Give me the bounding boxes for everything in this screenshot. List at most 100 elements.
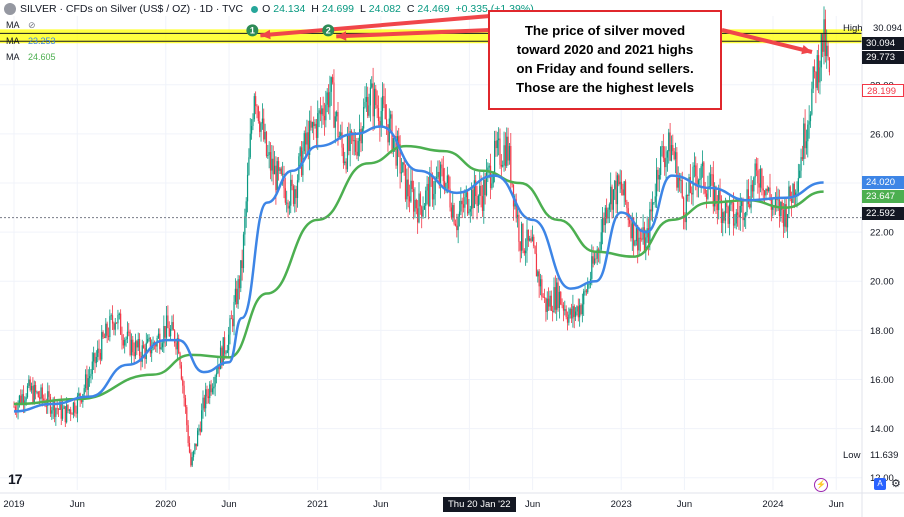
candle-body [711, 174, 713, 176]
candle-body [260, 123, 262, 132]
close-value: 24.469 [417, 3, 450, 15]
candle-body [427, 183, 430, 207]
callout-arrows [260, 14, 813, 55]
candle-body [426, 183, 428, 191]
candle-body [408, 196, 411, 202]
candle-body [700, 166, 702, 180]
candle-body [337, 111, 339, 137]
candle-body [716, 204, 718, 211]
candle-body [816, 55, 818, 88]
candle-body [105, 323, 107, 338]
candle-body [557, 282, 559, 309]
candle-body [604, 207, 606, 226]
candle-body [507, 136, 509, 161]
candle-body [129, 331, 131, 356]
candle-body [121, 334, 123, 341]
candle-body [124, 339, 126, 346]
x-tick-label: Jun [70, 499, 85, 510]
candle-body [122, 340, 124, 346]
candle-body [488, 165, 490, 168]
candle-body [404, 164, 407, 200]
candle-body [761, 168, 763, 189]
candle-body [537, 271, 539, 277]
candle-body [278, 161, 280, 171]
candle-body [111, 315, 114, 324]
candle-body [290, 179, 292, 206]
candle-body [110, 315, 112, 317]
candle-body [37, 391, 39, 398]
candle-body [738, 214, 740, 218]
candle-body [175, 343, 177, 350]
candle-body [284, 188, 286, 203]
candle-body [114, 322, 116, 330]
candle-body [410, 180, 412, 202]
candle-body [411, 180, 413, 190]
gear-icon[interactable]: ⚙ [891, 478, 901, 490]
candle-body [762, 188, 764, 191]
candle-body [89, 376, 91, 379]
candle-body [749, 204, 751, 208]
candle-body [197, 430, 199, 447]
symbol-title[interactable]: SILVER · CFDs on Silver (US$ / OZ) · 1D … [20, 3, 244, 15]
candle-body [245, 201, 247, 217]
candle-body [17, 402, 19, 413]
candle-body [350, 131, 353, 133]
candle-body [261, 118, 263, 124]
candle-body [454, 223, 457, 226]
auto-scale-button[interactable]: A [874, 478, 886, 490]
x-tick-label: Jun [677, 499, 692, 510]
candle-body [759, 168, 762, 188]
candle-body [676, 152, 678, 188]
candle-body [407, 179, 409, 197]
candle-body [758, 183, 760, 188]
candle-body [581, 304, 583, 315]
candle-body [651, 202, 654, 212]
candle-body [561, 304, 563, 306]
candle-body [414, 199, 416, 212]
candle-body [445, 182, 447, 191]
candle-body [768, 187, 770, 192]
candle-body [215, 373, 218, 377]
candle-body [541, 279, 543, 297]
lightning-icon[interactable]: ⚡ [814, 478, 828, 492]
candle-body [367, 96, 369, 116]
candle-body [691, 192, 693, 195]
candle-body [402, 162, 404, 173]
candle-body [384, 104, 386, 120]
candle-body [606, 207, 608, 219]
candle-body [60, 401, 62, 419]
candle-body [807, 124, 809, 142]
candle-body [476, 195, 478, 206]
candle-body [45, 405, 47, 407]
indicator-row-3[interactable]: MA 24.605 [6, 52, 56, 62]
candle-body [222, 337, 224, 366]
candle-body [321, 108, 323, 115]
open-value: 24.134 [273, 3, 306, 15]
candle-body [47, 391, 49, 406]
candle-body [809, 114, 812, 122]
tradingview-logo[interactable]: 17 [8, 471, 23, 487]
high-value: 30.094 [873, 23, 903, 34]
candle-body [214, 376, 216, 387]
candle-body [724, 201, 727, 221]
high-label: High [843, 23, 863, 34]
indicator-row-2[interactable]: MA 23.253 [6, 36, 56, 46]
candle-body [560, 291, 562, 305]
price-tag-22592: 22.592 [862, 207, 904, 220]
x-tick-label: 2020 [155, 499, 176, 510]
candle-body [377, 107, 380, 121]
eye-off-icon[interactable]: ⊘ [28, 20, 36, 30]
candle-body [480, 185, 482, 196]
candle-body [624, 181, 627, 202]
candle-body [645, 237, 647, 253]
indicator-row-1[interactable]: MA ⊘ [6, 20, 36, 31]
chart-grid [0, 16, 862, 490]
candle-body [615, 180, 617, 205]
candle-body [799, 170, 801, 179]
candle-body [550, 295, 552, 311]
candle-body [610, 186, 612, 205]
candle-body [422, 209, 424, 217]
candle-body [584, 290, 586, 292]
candle-body [364, 101, 366, 107]
